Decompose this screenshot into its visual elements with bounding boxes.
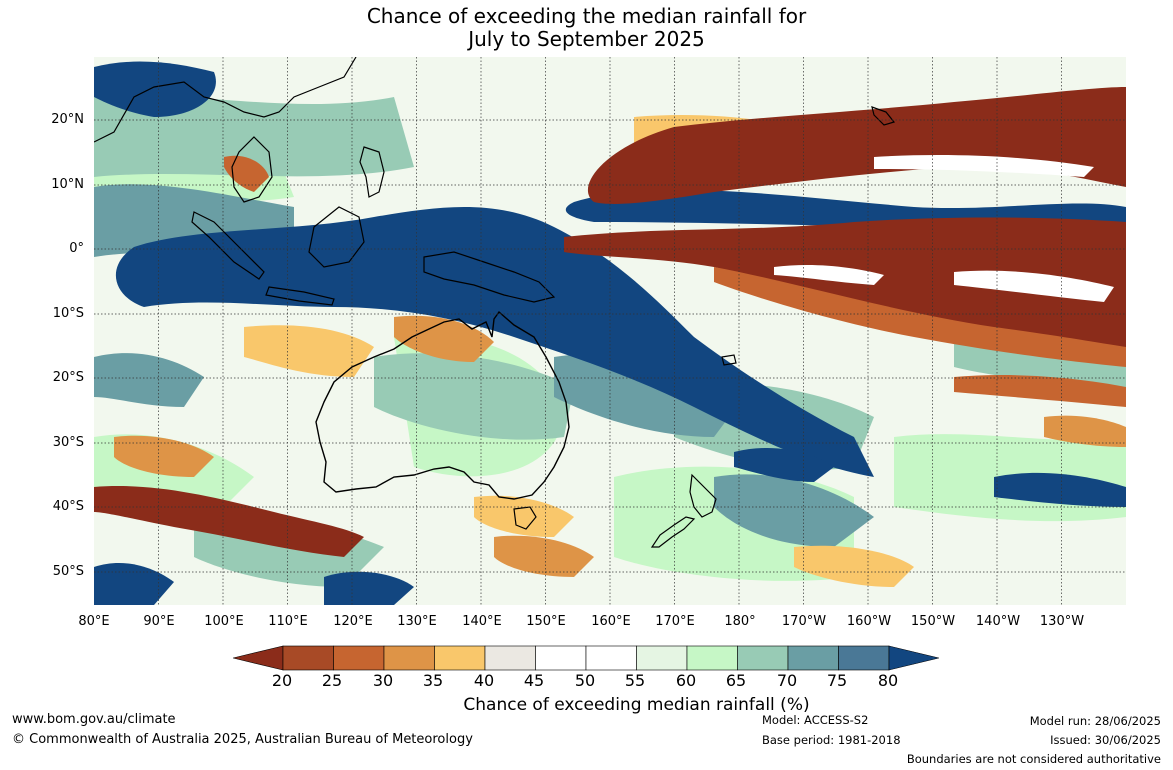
lon-label-160w: 160°W xyxy=(846,614,892,629)
new-zealand-coastline xyxy=(650,473,717,548)
colorbar-cell xyxy=(585,645,637,671)
sumatra-coastline xyxy=(191,211,265,280)
copyright-text: © Commonwealth of Australia 2025, Austra… xyxy=(12,732,473,747)
lon-label-180: 180° xyxy=(724,614,756,629)
lon-label-150e: 150°E xyxy=(526,614,566,629)
colorbar-tick-70: 70 xyxy=(776,671,798,690)
colorbar-cell xyxy=(484,645,536,671)
colorbar-cell xyxy=(787,645,839,671)
lat-label-30s: 30°S xyxy=(52,435,84,450)
lon-label-110e: 110°E xyxy=(268,614,308,629)
colorbar-cell xyxy=(838,645,890,671)
colorbar-tick-25: 25 xyxy=(321,671,343,690)
model-run-text: Model run: 28/06/2025 xyxy=(1029,714,1161,728)
lon-label-160e: 160°E xyxy=(591,614,631,629)
lon-label-100e: 100°E xyxy=(204,614,244,629)
lon-label-140w: 140°W xyxy=(975,614,1021,629)
tasmania-coastline xyxy=(513,506,537,530)
colorbar-tick-35: 35 xyxy=(422,671,444,690)
issued-text: Issued: 30/06/2025 xyxy=(1050,733,1161,747)
colorbar-tick-75: 75 xyxy=(826,671,848,690)
colorbar-cell xyxy=(282,645,334,671)
website-link[interactable]: www.bom.gov.au/climate xyxy=(12,712,176,727)
colorbar-tick-45: 45 xyxy=(523,671,545,690)
colorbar-cell xyxy=(737,645,789,671)
colorbar-tick-80: 80 xyxy=(877,671,899,690)
lon-label-80e: 80°E xyxy=(78,614,110,629)
colorbar-tick-30: 30 xyxy=(372,671,394,690)
colorbar-tick-55: 55 xyxy=(624,671,646,690)
java-coastline xyxy=(265,286,335,306)
lat-label-10s: 10°S xyxy=(52,306,84,321)
colorbar-cell xyxy=(535,645,587,671)
rainfall-probability-map xyxy=(94,57,1126,605)
region-below-20 xyxy=(94,87,1126,557)
lat-label-0: 0° xyxy=(69,241,84,256)
lon-label-130w: 130°W xyxy=(1039,614,1085,629)
colorbar-cell xyxy=(333,645,385,671)
lon-label-170e: 170°E xyxy=(655,614,695,629)
colorbar-cell xyxy=(434,645,486,671)
region-45-55 xyxy=(774,155,1114,302)
base-period-text: Base period: 1981-2018 xyxy=(762,733,901,747)
australia-coastline xyxy=(315,310,570,500)
lat-label-20n: 20°N xyxy=(51,112,84,127)
colorbar-cell xyxy=(636,645,688,671)
lon-label-170w: 170°W xyxy=(781,614,827,629)
colorbar-tick-50: 50 xyxy=(574,671,596,690)
model-text: Model: ACCESS-S2 xyxy=(762,713,869,727)
lon-label-120e: 120°E xyxy=(333,614,373,629)
fiji-coastline xyxy=(721,354,737,366)
colorbar-cells xyxy=(282,645,890,671)
lon-label-140e: 140°E xyxy=(462,614,502,629)
colorbar xyxy=(233,645,939,671)
colorbar-extend-high xyxy=(888,645,939,671)
region-30-35 xyxy=(114,315,1126,577)
colorbar-label: Chance of exceeding median rainfall (%) xyxy=(463,695,810,715)
colorbar-tick-40: 40 xyxy=(473,671,495,690)
map-title-line-2: July to September 2025 xyxy=(468,27,705,51)
colorbar-tick-65: 65 xyxy=(725,671,747,690)
colorbar-tick-60: 60 xyxy=(675,671,697,690)
colorbar-cell xyxy=(686,645,738,671)
disclaimer-text: Boundaries are not considered authoritat… xyxy=(906,752,1161,766)
new-guinea-coastline xyxy=(423,251,556,303)
lat-label-40s: 40°S xyxy=(52,499,84,514)
hawaii-coastline xyxy=(871,106,896,126)
graticule xyxy=(94,57,1126,605)
philippines-coastline xyxy=(359,146,385,198)
lon-label-90e: 90°E xyxy=(143,614,175,629)
lat-label-50s: 50°S xyxy=(52,564,84,579)
lon-label-150w: 150°W xyxy=(910,614,956,629)
lat-label-20s: 20°S xyxy=(52,370,84,385)
colorbar-cell xyxy=(383,645,435,671)
colorbar-tick-20: 20 xyxy=(271,671,293,690)
lon-label-130e: 130°E xyxy=(397,614,437,629)
lat-label-10n: 10°N xyxy=(51,177,84,192)
colorbar-extend-low xyxy=(233,645,284,671)
asia-coastline xyxy=(94,57,357,203)
map-title-line-1: Chance of exceeding the median rainfall … xyxy=(366,4,807,28)
borneo-coastline xyxy=(308,206,365,268)
